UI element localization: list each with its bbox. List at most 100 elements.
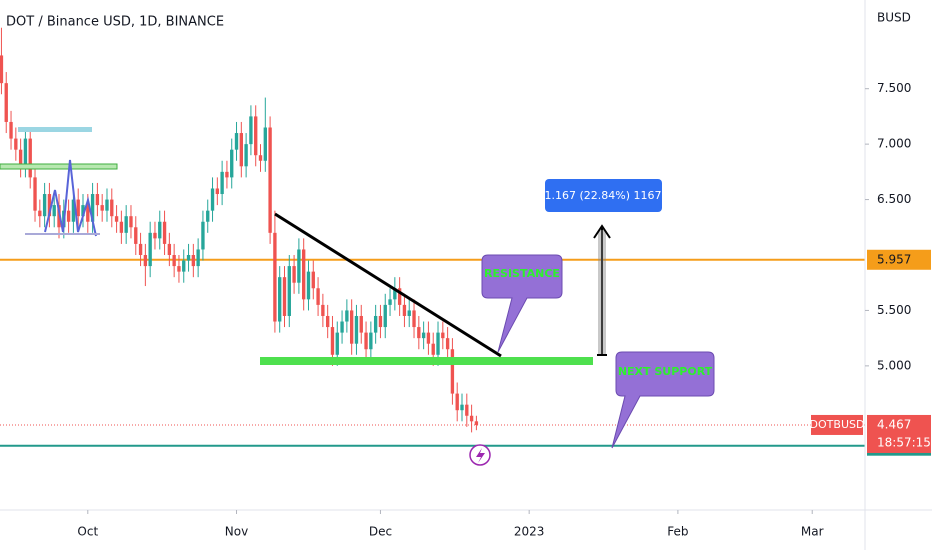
candle-body	[287, 266, 291, 316]
countdown-label: 18:57:15	[877, 435, 931, 449]
candle-body	[426, 332, 431, 344]
measure-range	[598, 230, 606, 355]
candle-body	[445, 338, 450, 350]
x-tick-label: Nov	[225, 525, 248, 539]
candle-body	[153, 232, 157, 239]
candle-body	[167, 243, 172, 255]
price-tag	[867, 414, 931, 453]
candle-body	[23, 138, 28, 167]
candle-body	[220, 171, 224, 195]
candle-body	[321, 304, 325, 316]
trend-line	[274, 212, 502, 358]
x-tick-label: Dec	[369, 525, 392, 539]
y-tick-label: 7.000	[877, 137, 911, 151]
candle-body	[76, 199, 80, 217]
candle-body	[441, 332, 445, 339]
candle-body	[402, 304, 407, 316]
candle-body	[349, 310, 354, 344]
candles	[0, 27, 479, 433]
candle-body	[33, 177, 37, 211]
candle-body	[172, 255, 176, 267]
candle-body	[186, 255, 191, 261]
candle-body	[345, 310, 349, 322]
zone	[0, 163, 118, 170]
candle-body	[397, 288, 402, 305]
candle-body	[148, 232, 152, 267]
candle-body	[138, 243, 143, 255]
candle-body	[90, 194, 95, 222]
callout-label: NEXT SUPPORT	[618, 365, 713, 378]
candle-body	[421, 332, 426, 339]
candle-body	[417, 327, 421, 339]
candle-body	[373, 315, 378, 333]
candle-body	[201, 221, 205, 250]
candle-body	[460, 404, 464, 411]
y-tick-label: 5.000	[877, 358, 911, 372]
candle-body	[455, 393, 459, 411]
candle-body	[129, 216, 133, 228]
candle-body	[244, 144, 248, 167]
arrow-head	[593, 224, 611, 239]
candle-body	[38, 210, 42, 217]
zone	[18, 127, 92, 132]
candle-body	[9, 121, 13, 139]
candle-body	[258, 155, 263, 161]
candle-body	[71, 199, 76, 222]
candle-body	[407, 310, 411, 316]
candle-body	[239, 133, 243, 167]
candle-body	[325, 315, 330, 328]
candle-body	[316, 288, 320, 305]
candle-body	[162, 221, 167, 244]
candle-body	[134, 227, 138, 244]
candle-body	[86, 205, 90, 222]
callout-label: RESISTANCE	[484, 267, 560, 280]
candle-body	[469, 415, 474, 422]
x-tick-label: Feb	[667, 525, 688, 539]
callout	[481, 254, 563, 353]
candle-body	[450, 349, 455, 394]
candle-body	[110, 199, 114, 217]
candle-body	[474, 421, 479, 425]
candle-body	[254, 116, 258, 156]
candle-body	[182, 260, 186, 272]
candle-body	[191, 255, 196, 267]
candle-body	[378, 315, 383, 328]
y-tick-label: 5.500	[877, 303, 911, 317]
candle-body	[114, 216, 119, 222]
candle-body	[28, 138, 32, 178]
candle-body	[302, 249, 306, 300]
candle-body	[206, 210, 210, 222]
candle-body	[306, 271, 311, 300]
event-icon-bolt	[476, 448, 485, 463]
candle-body	[215, 188, 220, 195]
candle-body	[278, 277, 282, 322]
candle-body	[52, 205, 56, 217]
candle-body	[47, 194, 52, 217]
candle-body	[66, 210, 71, 222]
y-tick-label: 7.500	[877, 81, 911, 95]
candle-body	[234, 133, 239, 150]
candle-body	[268, 127, 272, 233]
candle-body	[42, 194, 47, 217]
candle-body	[330, 327, 335, 355]
chart-title: DOT / Binance USD, 1D, BINANCE	[6, 15, 224, 30]
candle-body	[388, 299, 392, 305]
pattern	[44, 159, 97, 237]
y-tick-label: 6.500	[877, 192, 911, 206]
level-label: 5.957	[877, 252, 911, 266]
level-tag	[867, 249, 931, 270]
candle-body	[230, 149, 234, 178]
candle-body	[383, 304, 387, 328]
candle-body	[364, 332, 368, 350]
x-tick-label: Mar	[801, 525, 824, 539]
support-zone	[260, 357, 593, 365]
price-label: 4.467	[877, 417, 911, 431]
candle-body	[124, 216, 128, 233]
candle-body	[354, 315, 359, 344]
candle-body	[431, 343, 435, 355]
candle-body	[369, 332, 373, 350]
measure-label: 1.167 (22.84%) 1167	[544, 189, 661, 202]
candle-body	[18, 149, 23, 167]
symbol-label: DOTBUSD	[810, 418, 865, 431]
